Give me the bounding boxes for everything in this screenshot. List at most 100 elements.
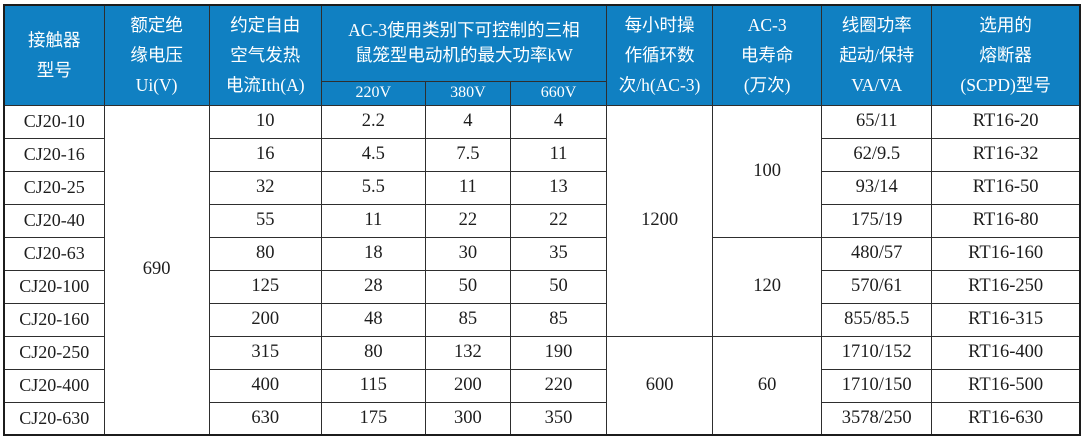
cell-coil-power: 480/57	[821, 236, 933, 271]
cell-ith: 400	[208, 368, 322, 403]
cell-model: CJ20-160	[3, 302, 105, 337]
table-row: CJ20-160 200 48 85 85 855/85.5 RT16-315	[3, 302, 1081, 337]
cell-model: CJ20-25	[3, 170, 105, 205]
cell-kw660: 4	[509, 104, 608, 139]
header-220v: 220V	[320, 80, 426, 106]
cell-ith: 80	[208, 236, 322, 271]
cell-ith: 200	[208, 302, 322, 337]
cell-kw660: 22	[509, 203, 608, 238]
table-row: CJ20-10 690 10 2.2 4 4 1200 100 65/11 RT…	[3, 104, 1081, 436]
cell-life-merged: 60	[712, 335, 823, 436]
table-row: CJ20-16 16 4.5 7.5 11 62/9.5 RT16-32	[3, 137, 1081, 172]
header-coil-power: 线圈功率 起动/保持 VA/VA	[821, 4, 933, 106]
cell-kw380: 7.5	[424, 137, 511, 172]
header-fuse: 选用的 熔断器 (SCPD)型号	[931, 4, 1081, 106]
cell-coil-power: 65/11	[821, 104, 933, 139]
header-electrical-life: AC-3 电寿命 (万次)	[712, 4, 823, 106]
header-insulation-voltage: 额定绝 缘电压 Ui(V)	[103, 4, 210, 106]
cell-kw660: 35	[509, 236, 608, 271]
cell-fuse: RT16-32	[931, 137, 1081, 172]
cell-coil-power: 3578/250	[821, 401, 933, 436]
table-row: CJ20-25 32 5.5 11 13 93/14 RT16-50	[3, 170, 1081, 205]
table-row: CJ20-250 315 80 132 190 600 60 1710/152 …	[3, 335, 1081, 436]
cell-ith: 125	[208, 269, 322, 304]
cell-cycles-merged: 600	[606, 335, 714, 436]
cell-kw660: 220	[509, 368, 608, 403]
cell-coil-power: 175/19	[821, 203, 933, 238]
header-model: 接触器 型号	[3, 4, 105, 106]
cell-model: CJ20-40	[3, 203, 105, 238]
cell-kw380: 50	[424, 269, 511, 304]
table-row: CJ20-100 125 28 50 50 570/61 RT16-250	[3, 269, 1081, 304]
cell-kw220: 48	[320, 302, 426, 337]
header-row-sub: 220V 380V 660V	[4, 80, 1080, 106]
cell-kw660: 11	[509, 137, 608, 172]
cell-kw660: 50	[509, 269, 608, 304]
table-row: CJ20-630 630 175 300 350 3578/250 RT16-6…	[3, 401, 1081, 436]
cell-kw660: 13	[509, 170, 608, 205]
header-cycles-per-hour: 每小时操 作循环数 次/h(AC-3)	[606, 4, 714, 106]
cell-insulation-voltage-merged: 690	[103, 104, 210, 436]
header-380v: 380V	[424, 80, 511, 106]
cell-ith: 315	[208, 335, 322, 370]
cell-kw660: 85	[509, 302, 608, 337]
cell-fuse: RT16-20	[931, 104, 1081, 139]
cell-cycles-merged: 1200	[606, 104, 714, 337]
cell-coil-power: 1710/152	[821, 335, 933, 370]
cell-model: CJ20-630	[3, 401, 105, 436]
cell-kw220: 2.2	[320, 104, 426, 139]
table-row: CJ20-400 400 115 200 220 1710/150 RT16-5…	[3, 368, 1081, 403]
cell-ith: 630	[208, 401, 322, 436]
cell-fuse: RT16-630	[931, 401, 1081, 436]
header-row-main: 接触器 型号 额定绝 缘电压 Ui(V) 约定自由 空气发热 电流Ith(A) …	[3, 4, 1081, 106]
header-660v: 660V	[509, 80, 608, 106]
cell-coil-power: 93/14	[821, 170, 933, 205]
table-row: CJ20-40 55 11 22 22 175/19 RT16-80	[3, 203, 1081, 238]
cell-ith: 10	[208, 104, 322, 139]
cell-ith: 16	[208, 137, 322, 172]
cell-model: CJ20-100	[3, 269, 105, 304]
cell-fuse: RT16-250	[931, 269, 1081, 304]
cell-fuse: RT16-80	[931, 203, 1081, 238]
cell-fuse: RT16-315	[931, 302, 1081, 337]
cell-kw220: 5.5	[320, 170, 426, 205]
cell-life-merged: 120	[712, 236, 823, 337]
cell-life-merged: 100	[712, 104, 823, 238]
cell-ith: 55	[208, 203, 322, 238]
header-max-power-group: AC-3使用类别下可控制的三相 鼠笼型电动机的最大功率kW	[320, 4, 608, 82]
cell-fuse: RT16-500	[931, 368, 1081, 403]
cell-kw220: 28	[320, 269, 426, 304]
cell-model: CJ20-250	[3, 335, 105, 370]
cell-kw220: 115	[320, 368, 426, 403]
cell-fuse: RT16-400	[931, 335, 1081, 370]
cell-model: CJ20-63	[3, 236, 105, 271]
header-thermal-current: 约定自由 空气发热 电流Ith(A)	[208, 4, 322, 106]
cell-model: CJ20-16	[3, 137, 105, 172]
cell-coil-power: 1710/150	[821, 368, 933, 403]
cell-kw660: 350	[509, 401, 608, 436]
cell-kw380: 85	[424, 302, 511, 337]
cell-model: CJ20-400	[3, 368, 105, 403]
cell-kw220: 175	[320, 401, 426, 436]
cell-kw220: 4.5	[320, 137, 426, 172]
table-header: 接触器 型号 额定绝 缘电压 Ui(V) 约定自由 空气发热 电流Ith(A) …	[3, 4, 1081, 106]
cell-coil-power: 570/61	[821, 269, 933, 304]
cell-coil-power: 62/9.5	[821, 137, 933, 172]
cell-kw220: 80	[320, 335, 426, 370]
table-body: CJ20-10 690 10 2.2 4 4 1200 100 65/11 RT…	[3, 104, 1081, 436]
cell-kw380: 200	[424, 368, 511, 403]
cell-coil-power: 855/85.5	[821, 302, 933, 337]
table-row: CJ20-63 80 18 30 35 120 480/57 RT16-160	[3, 236, 1081, 337]
cell-fuse: RT16-160	[931, 236, 1081, 271]
cell-model: CJ20-10	[3, 104, 105, 139]
cell-kw220: 18	[320, 236, 426, 271]
cell-kw380: 4	[424, 104, 511, 139]
cell-kw380: 30	[424, 236, 511, 271]
cell-fuse: RT16-50	[931, 170, 1081, 205]
cell-kw380: 11	[424, 170, 511, 205]
cell-kw660: 190	[509, 335, 608, 370]
cell-kw380: 132	[424, 335, 511, 370]
cell-kw220: 11	[320, 203, 426, 238]
contactor-spec-table: 接触器 型号 额定绝 缘电压 Ui(V) 约定自由 空气发热 电流Ith(A) …	[3, 4, 1081, 436]
